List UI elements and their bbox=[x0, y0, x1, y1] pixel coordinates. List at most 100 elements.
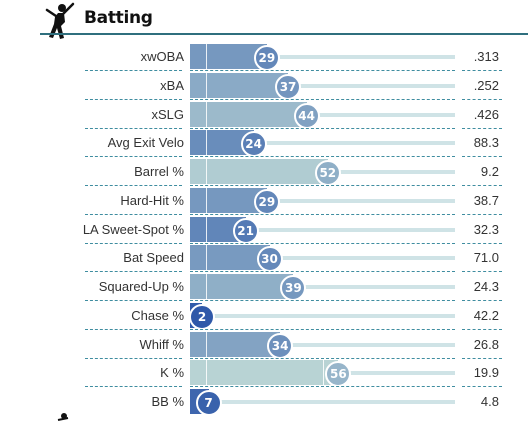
row-divider bbox=[462, 213, 502, 215]
metric-label: Bat Speed bbox=[123, 250, 184, 266]
percentile-badge: 52 bbox=[314, 160, 341, 186]
percentile-track bbox=[190, 400, 455, 404]
row-divider bbox=[462, 300, 502, 301]
metric-value: 4.8 bbox=[480, 394, 499, 409]
percentile-rows: xwOBA 29 .313 xBA 37 .252 xSLG 44 .426 Avg Exit V… bbox=[0, 43, 532, 417]
row-divider bbox=[462, 328, 502, 330]
percentile-bar bbox=[190, 245, 270, 271]
percentile-badge: 21 bbox=[232, 217, 259, 244]
bar-tick bbox=[205, 44, 207, 69]
row-divider bbox=[85, 357, 182, 359]
percentile-track bbox=[190, 141, 455, 146]
row-divider bbox=[462, 70, 502, 71]
metric-row: Avg Exit Velo 24 88.3 bbox=[0, 129, 532, 158]
metric-value: 88.3 bbox=[473, 135, 499, 151]
metric-row: Chase % 2 42.2 bbox=[0, 302, 532, 331]
metric-value: .252 bbox=[473, 77, 499, 93]
percentile-track bbox=[190, 256, 455, 261]
percentile-track bbox=[190, 313, 455, 318]
metric-label: BB % bbox=[151, 394, 184, 409]
metric-label: Whiff % bbox=[139, 336, 184, 352]
metric-label: xwOBA bbox=[140, 49, 184, 64]
bar-tick bbox=[205, 245, 207, 271]
bar-tick bbox=[205, 331, 207, 357]
row-divider bbox=[85, 98, 182, 100]
percentile-badge: 44 bbox=[293, 102, 320, 129]
row-divider bbox=[85, 242, 182, 244]
metric-value: 9.2 bbox=[480, 164, 499, 179]
percentile-badge: 29 bbox=[253, 188, 280, 215]
row-divider bbox=[462, 242, 502, 244]
bar-tick bbox=[205, 101, 207, 127]
metric-row: Hard-Hit % 29 38.7 bbox=[0, 187, 532, 216]
batting-header: Batting bbox=[0, 0, 532, 40]
bar-tick bbox=[205, 130, 207, 156]
row-divider bbox=[462, 386, 502, 388]
percentile-bar bbox=[190, 331, 281, 357]
row-divider bbox=[190, 185, 455, 186]
row-divider bbox=[190, 98, 455, 100]
percentile-badge: 7 bbox=[195, 390, 222, 416]
metric-label: Barrel % bbox=[134, 164, 184, 179]
metric-row: LA Sweet-Spot % 21 32.3 bbox=[0, 216, 532, 245]
row-divider bbox=[85, 271, 182, 273]
metric-row: xwOBA 29 .313 bbox=[0, 43, 532, 72]
percentile-badge: 37 bbox=[275, 73, 302, 100]
metric-value: 32.3 bbox=[473, 221, 499, 237]
row-divider bbox=[85, 185, 182, 186]
metric-label: K % bbox=[160, 365, 184, 381]
percentile-badge: 56 bbox=[325, 361, 352, 388]
row-divider bbox=[85, 300, 182, 301]
percentile-bar bbox=[190, 101, 307, 127]
row-divider bbox=[85, 156, 182, 158]
row-divider bbox=[462, 185, 502, 186]
row-divider bbox=[190, 70, 455, 71]
percentile-track bbox=[190, 342, 455, 347]
row-divider bbox=[462, 98, 502, 100]
metric-row: xSLG 44 .426 bbox=[0, 101, 532, 130]
percentile-track bbox=[190, 112, 455, 117]
percentile-badge: 29 bbox=[253, 45, 280, 71]
next-section-icon bbox=[57, 413, 69, 421]
metric-value: 24.3 bbox=[473, 279, 499, 294]
row-divider bbox=[462, 156, 502, 158]
percentile-badge: 34 bbox=[267, 332, 294, 359]
row-divider bbox=[85, 386, 182, 388]
metric-value: 26.8 bbox=[473, 336, 499, 352]
bar-tick bbox=[205, 159, 207, 184]
row-divider bbox=[190, 156, 455, 158]
metric-row: BB % 7 4.8 bbox=[0, 388, 532, 417]
percentile-bar bbox=[190, 72, 289, 98]
percentile-bar bbox=[190, 360, 339, 386]
row-divider bbox=[462, 127, 502, 129]
bar-tick bbox=[205, 360, 207, 386]
percentile-bar bbox=[190, 274, 294, 299]
percentile-badge: 2 bbox=[189, 303, 215, 330]
percentile-track bbox=[190, 285, 455, 289]
title-rule bbox=[40, 33, 528, 35]
row-divider bbox=[190, 357, 455, 359]
percentile-track bbox=[190, 55, 455, 59]
metric-value: .313 bbox=[473, 49, 499, 64]
bar-tick bbox=[322, 360, 324, 386]
metric-label: Chase % bbox=[131, 307, 184, 323]
percentile-track bbox=[190, 198, 455, 203]
metric-label: xSLG bbox=[151, 106, 184, 122]
metric-value: .426 bbox=[473, 106, 499, 122]
bar-tick bbox=[205, 72, 207, 98]
batter-icon bbox=[45, 2, 75, 39]
row-divider bbox=[190, 127, 455, 129]
metric-label: Avg Exit Velo bbox=[107, 135, 184, 151]
percentile-track bbox=[190, 83, 455, 88]
row-divider bbox=[85, 127, 182, 129]
percentile-bar bbox=[190, 159, 328, 184]
row-divider bbox=[190, 328, 455, 330]
metric-row: Bat Speed 30 71.0 bbox=[0, 244, 532, 273]
metric-row: Barrel % 52 9.2 bbox=[0, 158, 532, 187]
metric-label: Squared-Up % bbox=[98, 279, 184, 294]
metric-row: xBA 37 .252 bbox=[0, 72, 532, 101]
metric-row: Squared-Up % 39 24.3 bbox=[0, 273, 532, 302]
metric-row: Whiff % 34 26.8 bbox=[0, 331, 532, 360]
section-title: Batting bbox=[84, 8, 153, 28]
metric-value: 71.0 bbox=[473, 250, 499, 266]
